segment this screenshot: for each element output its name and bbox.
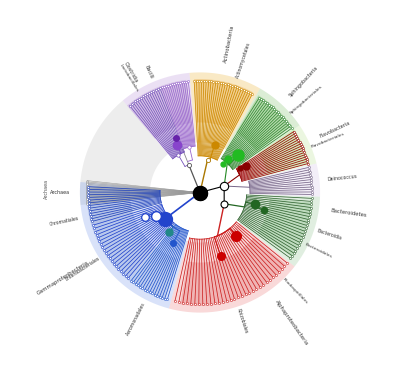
Text: Gammaproteobacteria: Gammaproteobacteria (36, 260, 90, 296)
Text: Chromatiales: Chromatiales (49, 216, 80, 227)
Polygon shape (225, 89, 300, 164)
Polygon shape (86, 187, 133, 226)
Text: Archaea: Archaea (50, 190, 70, 195)
Polygon shape (194, 79, 253, 131)
Text: Flavobacteriales: Flavobacteriales (310, 132, 345, 149)
Polygon shape (257, 199, 313, 258)
Polygon shape (169, 223, 295, 313)
Text: Bacteroidetes: Bacteroidetes (330, 208, 367, 218)
Polygon shape (127, 246, 178, 300)
Text: Bacteroidales: Bacteroidales (304, 242, 332, 258)
Polygon shape (92, 213, 155, 280)
Text: Bacteroidia: Bacteroidia (317, 228, 343, 241)
Polygon shape (80, 180, 150, 205)
Polygon shape (123, 73, 196, 154)
Text: Sphingobacteriales: Sphingobacteriales (289, 85, 324, 115)
Text: Lactobacillales: Lactobacillales (118, 64, 139, 93)
Text: Archaea: Archaea (44, 179, 49, 199)
Text: Bacilli: Bacilli (144, 65, 154, 80)
Text: Sphingobacteria: Sphingobacteria (288, 65, 319, 98)
Text: Actinomycetales: Actinomycetales (235, 42, 251, 79)
Text: Flavobacteria: Flavobacteria (318, 121, 351, 139)
Text: Actinobacteria: Actinobacteria (223, 25, 235, 64)
Polygon shape (242, 126, 316, 181)
Text: Rhizobiales: Rhizobiales (235, 308, 248, 334)
Text: Rhodospirillales: Rhodospirillales (282, 278, 309, 305)
Text: Alphaproteobacteria: Alphaproteobacteria (274, 299, 309, 346)
Polygon shape (236, 95, 292, 151)
Polygon shape (240, 194, 320, 266)
Text: Enterobacteriales: Enterobacteriales (64, 256, 101, 282)
Text: Clostridia: Clostridia (123, 61, 139, 84)
Polygon shape (80, 100, 168, 187)
Text: Deinococcus: Deinococcus (328, 174, 358, 182)
Text: Aeromonadales: Aeromonadales (125, 301, 146, 336)
Polygon shape (190, 72, 260, 149)
Polygon shape (258, 129, 310, 174)
Polygon shape (80, 182, 187, 308)
Polygon shape (127, 80, 192, 139)
Polygon shape (180, 238, 287, 306)
Polygon shape (248, 164, 320, 197)
